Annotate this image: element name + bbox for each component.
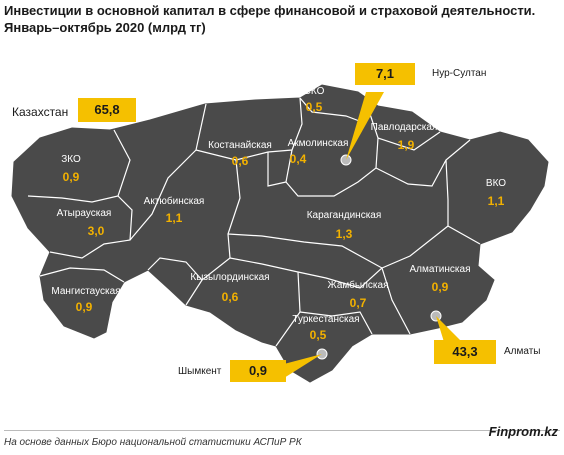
- footer-divider: [4, 430, 560, 431]
- region-borders: [27, 97, 481, 347]
- almaty-value-box: 43,3: [434, 340, 496, 364]
- title-line-1: Инвестиции в основной капитал в сфере фи…: [4, 3, 536, 18]
- source-note: На основе данных Бюро национальной стати…: [4, 437, 302, 448]
- region-value-turkestan: 0,5: [309, 328, 327, 342]
- shymkent-value-box: 0,9: [230, 360, 286, 382]
- region-value-vko: 1,1: [487, 194, 505, 208]
- region-name-sko: СКО: [303, 86, 325, 97]
- region-name-turkestan: Туркестанская: [292, 314, 360, 325]
- almaty-callout-pointer: [436, 316, 462, 342]
- region-name-zhambyl: Жамбылская: [327, 280, 389, 291]
- region-name-vko: ВКО: [485, 178, 507, 189]
- region-value-kyzylorda: 0,6: [221, 290, 239, 304]
- shymkent-label: Шымкент: [178, 366, 222, 377]
- country-shape: [11, 84, 549, 383]
- region-name-atyrau: Атырауская: [56, 208, 112, 219]
- region-value-atyrau: 3,0: [87, 224, 105, 238]
- region-value-almaty-region: 0,9: [431, 280, 449, 294]
- region-name-mangystau: Мангистауская: [51, 286, 121, 297]
- region-name-aktobe: Актюбинская: [143, 196, 205, 207]
- region-name-pavlodar: Павлодарская: [370, 122, 438, 133]
- region-value-akmola: 0,4: [289, 152, 307, 166]
- region-value-sko: 0,5: [305, 100, 323, 114]
- region-value-aktobe: 1,1: [165, 211, 183, 225]
- region-name-kyzylorda: Кызылординская: [190, 272, 270, 283]
- title-line-2: Январь–октябрь 2020 (млрд тг): [4, 20, 206, 35]
- page-title: Инвестиции в основной капитал в сфере фи…: [4, 2, 560, 36]
- region-name-karaganda: Карагандинская: [306, 210, 382, 221]
- nur-sultan-callout-pointer: [346, 92, 384, 160]
- shymkent-callout-pointer: [284, 354, 322, 378]
- almaty-label: Алматы: [504, 346, 541, 357]
- brand-logo-text: Finprom.kz: [488, 424, 558, 439]
- region-name-zko: ЗКО: [61, 154, 81, 165]
- kazakhstan-label: Казахстан: [12, 105, 69, 119]
- nur-sultan-label: Нур-Султан: [432, 68, 487, 79]
- kazakhstan-value-box: 65,8: [78, 98, 136, 122]
- nur-sultan-value-box: 7,1: [355, 63, 415, 85]
- region-value-pavlodar: 1,9: [397, 138, 415, 152]
- region-value-mangystau: 0,9: [75, 300, 93, 314]
- region-value-kostanay: 0,6: [231, 154, 249, 168]
- region-value-zhambyl: 0,7: [349, 296, 367, 310]
- region-value-karaganda: 1,3: [335, 227, 353, 241]
- region-value-zko: 0,9: [62, 170, 80, 184]
- region-name-almaty-region: Алматинская: [409, 264, 471, 275]
- region-name-akmola: Акмолинская: [287, 138, 349, 149]
- region-name-kostanay: Костанайская: [208, 140, 272, 151]
